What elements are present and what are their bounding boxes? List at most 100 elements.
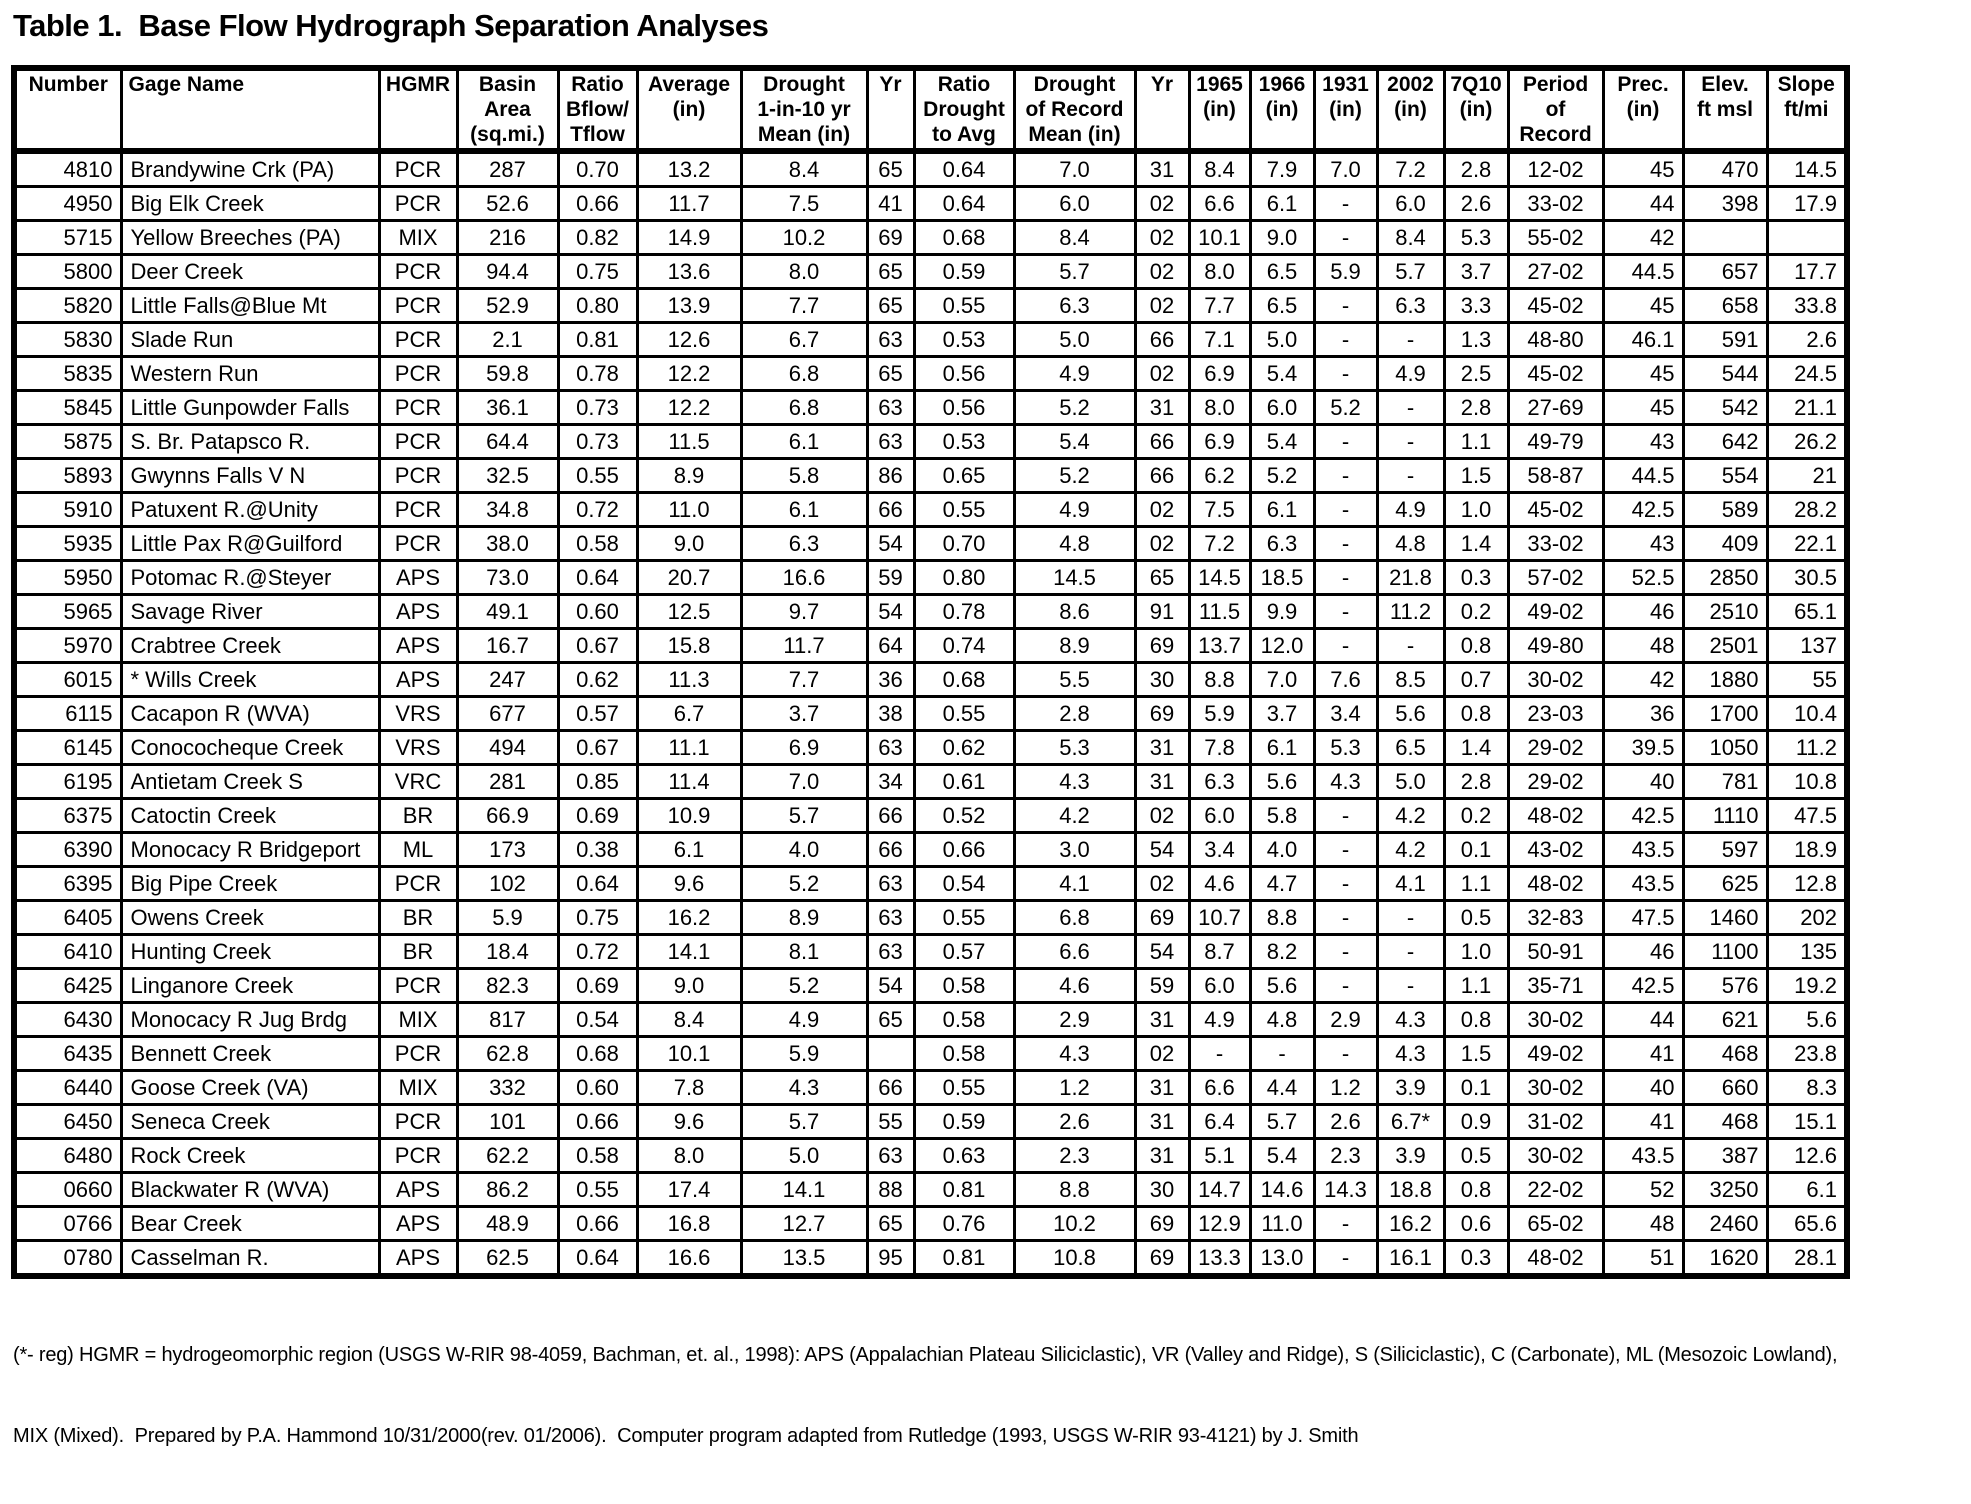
table-cell: - [1312, 593, 1379, 630]
table-cell: 62.2 [455, 1137, 560, 1174]
table-cell: 95 [865, 1239, 916, 1278]
table-cell: 1460 [1681, 899, 1769, 936]
table-cell: 42.5 [1601, 967, 1685, 1004]
table-cell: 6.8 [739, 355, 869, 392]
table-cell: 2.6 [1442, 185, 1510, 222]
table-cell: MIX [377, 1069, 459, 1106]
table-row: 6015 * Wills Creek APS 247 0.62 11.3 7.7 36 0.68… [12, 661, 1849, 698]
table-cell: 1.4 [1442, 525, 1510, 562]
table-cell: 13.2 [635, 149, 743, 188]
column-header-gage_name: Gage Name [119, 66, 381, 154]
table-cell: 7.2 [1375, 149, 1446, 188]
table-cell: 0.55 [912, 1069, 1016, 1106]
table-cell: 6.9 [1187, 423, 1252, 460]
table-cell: PCR [377, 149, 459, 188]
table-cell: 7.9 [1248, 149, 1316, 188]
table-cell: 46 [1601, 933, 1685, 970]
table-cell: 69 [1133, 1239, 1191, 1278]
table-cell: 0.60 [556, 1069, 639, 1106]
table-cell: 52 [1601, 1171, 1685, 1208]
table-cell: 2.3 [1012, 1137, 1137, 1174]
table-cell: 0.80 [556, 287, 639, 324]
table-cell: Potomac R.@Steyer [119, 559, 381, 596]
table-cell: 7.5 [1187, 491, 1252, 528]
table-cell: Casselman R. [119, 1239, 381, 1278]
table-cell: 8.3 [1765, 1069, 1849, 1106]
table-cell: 35-71 [1506, 967, 1605, 1004]
table-cell: 10.1 [1187, 219, 1252, 256]
table-cell: 0.69 [556, 797, 639, 834]
table-cell: Little Gunpowder Falls [119, 389, 381, 426]
table-cell: 0.85 [556, 763, 639, 800]
table-cell: 65 [865, 253, 916, 290]
table-cell: 43 [1601, 525, 1685, 562]
table-cell: 14.6 [1248, 1171, 1316, 1208]
table-cell: 65 [865, 355, 916, 392]
table-row: 4950 Big Elk Creek PCR 52.6 0.66 11.7 7.5 41 0.6… [12, 185, 1849, 222]
table-cell: Hunting Creek [119, 933, 381, 970]
table-cell: 589 [1681, 491, 1769, 528]
table-cell: 12.2 [635, 355, 743, 392]
table-cell: Conococheque Creek [119, 729, 381, 766]
table-cell: 6.7 [739, 321, 869, 358]
table-cell: 42.5 [1601, 491, 1685, 528]
table-cell: Antietam Creek S [119, 763, 381, 800]
table-cell: 11.3 [635, 661, 743, 698]
table-cell: 0.82 [556, 219, 639, 256]
table-cell: 1.1 [1442, 865, 1510, 902]
table-cell: 409 [1681, 525, 1769, 562]
table-cell: 12.2 [635, 389, 743, 426]
table-cell: 8.9 [1012, 627, 1137, 664]
table-cell: 30 [1133, 661, 1191, 698]
table-cell: 6.6 [1187, 185, 1252, 222]
column-header-number: Number [12, 66, 123, 154]
table-cell: 6.8 [739, 389, 869, 426]
table-cell: 5.2 [1012, 457, 1137, 494]
table-cell: 45 [1601, 389, 1685, 426]
table-row: 4810 Brandywine Crk (PA) PCR 287 0.70 13.2 8.4… [12, 149, 1849, 188]
table-cell: PCR [377, 457, 459, 494]
table-cell: 6.7* [1375, 1103, 1446, 1140]
table-cell: 11.0 [1248, 1205, 1316, 1242]
table-cell: 7.0 [739, 763, 869, 800]
table-cell: 16.6 [739, 559, 869, 596]
table-cell: 3.9 [1375, 1137, 1446, 1174]
table-cell: 48.9 [455, 1205, 560, 1242]
table-cell: 18.9 [1765, 831, 1849, 868]
table-cell: 657 [1681, 253, 1769, 290]
table-cell: 52.9 [455, 287, 560, 324]
table-cell: 31-02 [1506, 1103, 1605, 1140]
table-cell: 3.7 [1248, 695, 1316, 732]
table-cell: 7.0 [1312, 149, 1379, 188]
table-cell: 10.2 [1012, 1205, 1137, 1242]
table-cell: Catoctin Creek [119, 797, 381, 834]
table-cell: 17.9 [1765, 185, 1849, 222]
table-cell: 02 [1133, 865, 1191, 902]
table-cell: 22.1 [1765, 525, 1849, 562]
table-cell: 11.2 [1375, 593, 1446, 630]
table-cell: 16.2 [1375, 1205, 1446, 1242]
table-cell: 0.9 [1442, 1103, 1510, 1140]
table-cell: 0.76 [912, 1205, 1016, 1242]
table-cell: 0.73 [556, 389, 639, 426]
table-cell: 8.4 [1012, 219, 1137, 256]
table-cell: 41 [865, 185, 916, 222]
table-cell: 31 [1133, 389, 1191, 426]
table-cell: 8.0 [635, 1137, 743, 1174]
table-cell: 4.3 [1312, 763, 1379, 800]
table-cell: 6.3 [1012, 287, 1137, 324]
table-cell: 43.5 [1601, 865, 1685, 902]
table-cell: 6480 [12, 1137, 123, 1174]
table-cell: 15.1 [1765, 1103, 1849, 1140]
table-cell: 13.5 [739, 1239, 869, 1278]
table-cell: 33.8 [1765, 287, 1849, 324]
table-cell: 1050 [1681, 729, 1769, 766]
table-cell: APS [377, 1205, 459, 1242]
table-cell: 16.2 [635, 899, 743, 936]
table-cell: Gwynns Falls V N [119, 457, 381, 494]
table-cell: 54 [865, 525, 916, 562]
table-cell: Monocacy R Bridgeport [119, 831, 381, 868]
table-cell: 38 [865, 695, 916, 732]
table-cell: 11.2 [1765, 729, 1849, 766]
